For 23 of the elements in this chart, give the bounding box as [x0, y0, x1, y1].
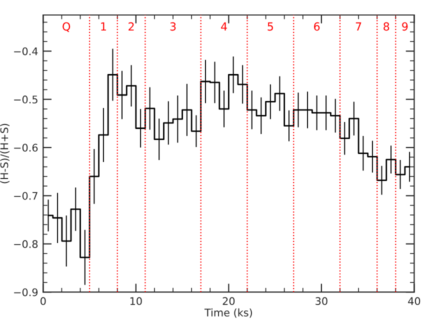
annotation: 9: [402, 22, 408, 31]
annotation: 7: [356, 22, 362, 31]
y-tick-label: −0.8: [14, 240, 38, 248]
annotation: Q: [62, 22, 70, 32]
y-tick-label: −0.5: [14, 96, 38, 104]
x-tick-label: 30: [316, 297, 328, 306]
y-tick-label: −0.7: [14, 192, 38, 200]
x-tick-label: 0: [40, 297, 46, 306]
annotation: 8: [384, 22, 390, 31]
annotation: 1: [101, 22, 106, 31]
x-tick-label: 40: [408, 297, 420, 306]
y-tick-label: −0.4: [14, 47, 38, 56]
y-tick-label: −0.9: [14, 288, 38, 296]
x-tick-label: 10: [130, 297, 142, 306]
x-tick-label: 20: [222, 297, 235, 306]
x-axis-title: Time (ks): [204, 308, 252, 318]
y-axis-title: (H-S)/(H+S): [0, 124, 10, 184]
annotation: 5: [268, 22, 273, 31]
annotation: 3: [170, 22, 176, 31]
y-tick-label: −0.6: [14, 144, 38, 152]
annotation: 6: [314, 22, 320, 31]
annotation: 4: [221, 22, 227, 31]
annotation: 2: [128, 22, 134, 31]
